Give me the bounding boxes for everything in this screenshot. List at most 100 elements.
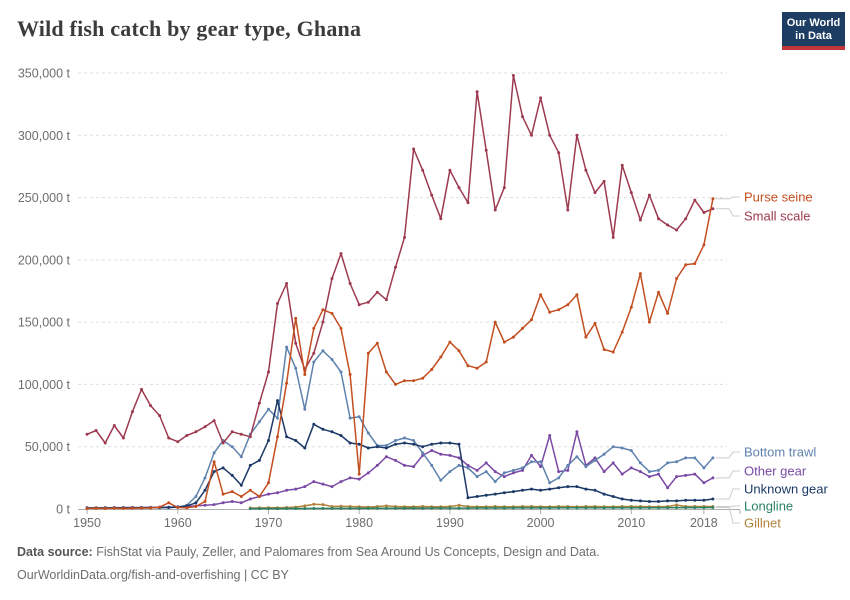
series-point-bottom-trawl: [548, 481, 552, 485]
series-point-small-scale: [375, 290, 379, 294]
legend-label-gillnet[interactable]: Gillnet: [744, 516, 781, 531]
series-point-unknown-gear: [321, 427, 325, 431]
series-point-bottom-trawl: [303, 407, 307, 411]
series-point-small-scale: [348, 282, 352, 285]
series-point-small-scale: [593, 191, 597, 195]
series-point-small-scale: [521, 115, 524, 119]
series-point-purse-seine: [294, 316, 298, 320]
series-point-bottom-trawl: [466, 466, 470, 470]
series-point-unknown-gear: [248, 463, 252, 467]
x-tick-label-1950: 1950: [73, 516, 101, 530]
series-line-other-gear[interactable]: [87, 431, 714, 509]
series-point-bottom-trawl: [421, 451, 425, 455]
series-point-other-gear: [375, 463, 379, 467]
series-point-bottom-trawl: [684, 456, 688, 460]
series-point-unknown-gear: [647, 500, 651, 503]
series-point-small-scale: [212, 419, 216, 423]
series-point-purse-seine: [239, 495, 243, 498]
series-point-bottom-trawl: [493, 480, 497, 484]
series-line-small-scale[interactable]: [86, 74, 714, 444]
legend-label-longline[interactable]: Longline: [744, 499, 793, 514]
y-tick-label-0: 0 t: [56, 503, 70, 517]
series-line-longline[interactable]: [250, 506, 713, 510]
series-point-unknown-gear: [575, 485, 579, 489]
series-point-longline: [448, 506, 452, 510]
series-point-purse-seine: [276, 435, 279, 439]
series-point-purse-seine: [439, 355, 443, 359]
series-point-unknown-gear: [684, 498, 688, 502]
series-point-unknown-gear: [212, 470, 216, 474]
series-point-bottom-trawl: [521, 466, 524, 470]
series-point-unknown-gear: [357, 442, 361, 446]
series-point-gillnet: [303, 504, 307, 508]
series-line-purse-seine[interactable]: [87, 198, 714, 510]
series-point-small-scale: [103, 441, 107, 445]
series-point-bottom-trawl: [212, 451, 216, 455]
x-tick-label-1960: 1960: [164, 516, 192, 530]
y-tick-label-200000: 200,000 t: [18, 253, 71, 267]
series-point-longline: [439, 506, 443, 510]
series-point-unknown-gear: [221, 466, 225, 470]
series-point-longline: [502, 506, 506, 510]
license-line[interactable]: OurWorldinData.org/fish-and-overfishing …: [17, 568, 289, 582]
series-point-bottom-trawl: [657, 468, 660, 472]
legend-label-other-gear[interactable]: Other gear: [744, 464, 807, 479]
series-point-purse-seine: [611, 350, 615, 354]
owid-logo[interactable]: Our World in Data: [782, 12, 845, 50]
series-point-longline: [466, 506, 470, 510]
series-point-longline: [375, 506, 379, 510]
series-point-purse-seine: [149, 506, 153, 510]
series-point-small-scale: [475, 90, 479, 94]
series-point-small-scale: [185, 434, 189, 437]
series-point-small-scale: [620, 163, 624, 167]
series-line-bottom-trawl[interactable]: [87, 346, 714, 509]
series-point-other-gear: [629, 466, 633, 470]
series-point-purse-seine: [267, 481, 270, 485]
series-point-purse-seine: [221, 492, 225, 496]
legend-label-bottom-trawl[interactable]: Bottom trawl: [744, 445, 816, 460]
series-point-bottom-trawl: [647, 470, 651, 474]
legend-leader-bottom-trawl: [715, 451, 740, 459]
y-tick-label-100000: 100,000 t: [18, 378, 71, 392]
series-point-unknown-gear: [394, 442, 397, 446]
series-point-small-scale: [158, 414, 162, 418]
series-point-other-gear: [530, 453, 533, 457]
legend-label-unknown-gear[interactable]: Unknown gear: [744, 482, 828, 497]
series-point-longline: [394, 506, 397, 510]
series-point-purse-seine: [430, 368, 434, 371]
series-point-unknown-gear: [312, 422, 316, 426]
series-point-longline: [493, 506, 497, 510]
series-point-purse-seine: [112, 506, 116, 510]
x-tick-label-1990: 1990: [436, 516, 464, 530]
series-point-small-scale: [412, 147, 416, 151]
series-point-other-gear: [666, 486, 670, 490]
series-point-other-gear: [548, 434, 552, 437]
series-point-small-scale: [647, 193, 651, 197]
y-tick-label-150000: 150,000 t: [18, 316, 71, 330]
series-point-bottom-trawl: [593, 458, 597, 462]
series-point-longline: [584, 506, 588, 510]
series-point-bottom-trawl: [357, 415, 361, 419]
series-point-small-scale: [548, 133, 552, 137]
series-point-bottom-trawl: [384, 444, 388, 447]
x-tick-label-1970: 1970: [255, 516, 283, 530]
series-point-purse-seine: [285, 381, 289, 385]
legend-label-small-scale[interactable]: Small scale: [744, 209, 810, 224]
series-point-small-scale: [230, 430, 234, 434]
series-point-small-scale: [566, 208, 570, 212]
series-point-purse-seine: [448, 340, 452, 344]
series-point-longline: [357, 506, 361, 510]
legend-label-purse-seine[interactable]: Purse seine: [744, 190, 813, 205]
series-point-unknown-gear: [539, 488, 543, 492]
series-point-longline: [593, 506, 597, 510]
series-point-purse-seine: [248, 488, 252, 492]
series-point-other-gear: [339, 480, 343, 484]
series-line-unknown-gear[interactable]: [87, 399, 714, 509]
series-point-purse-seine: [230, 490, 234, 494]
series-point-small-scale: [675, 228, 679, 232]
series-point-other-gear: [430, 449, 434, 452]
series-point-bottom-trawl: [257, 420, 261, 424]
series-line-gillnet[interactable]: [250, 503, 713, 509]
series-point-purse-seine: [303, 373, 307, 376]
